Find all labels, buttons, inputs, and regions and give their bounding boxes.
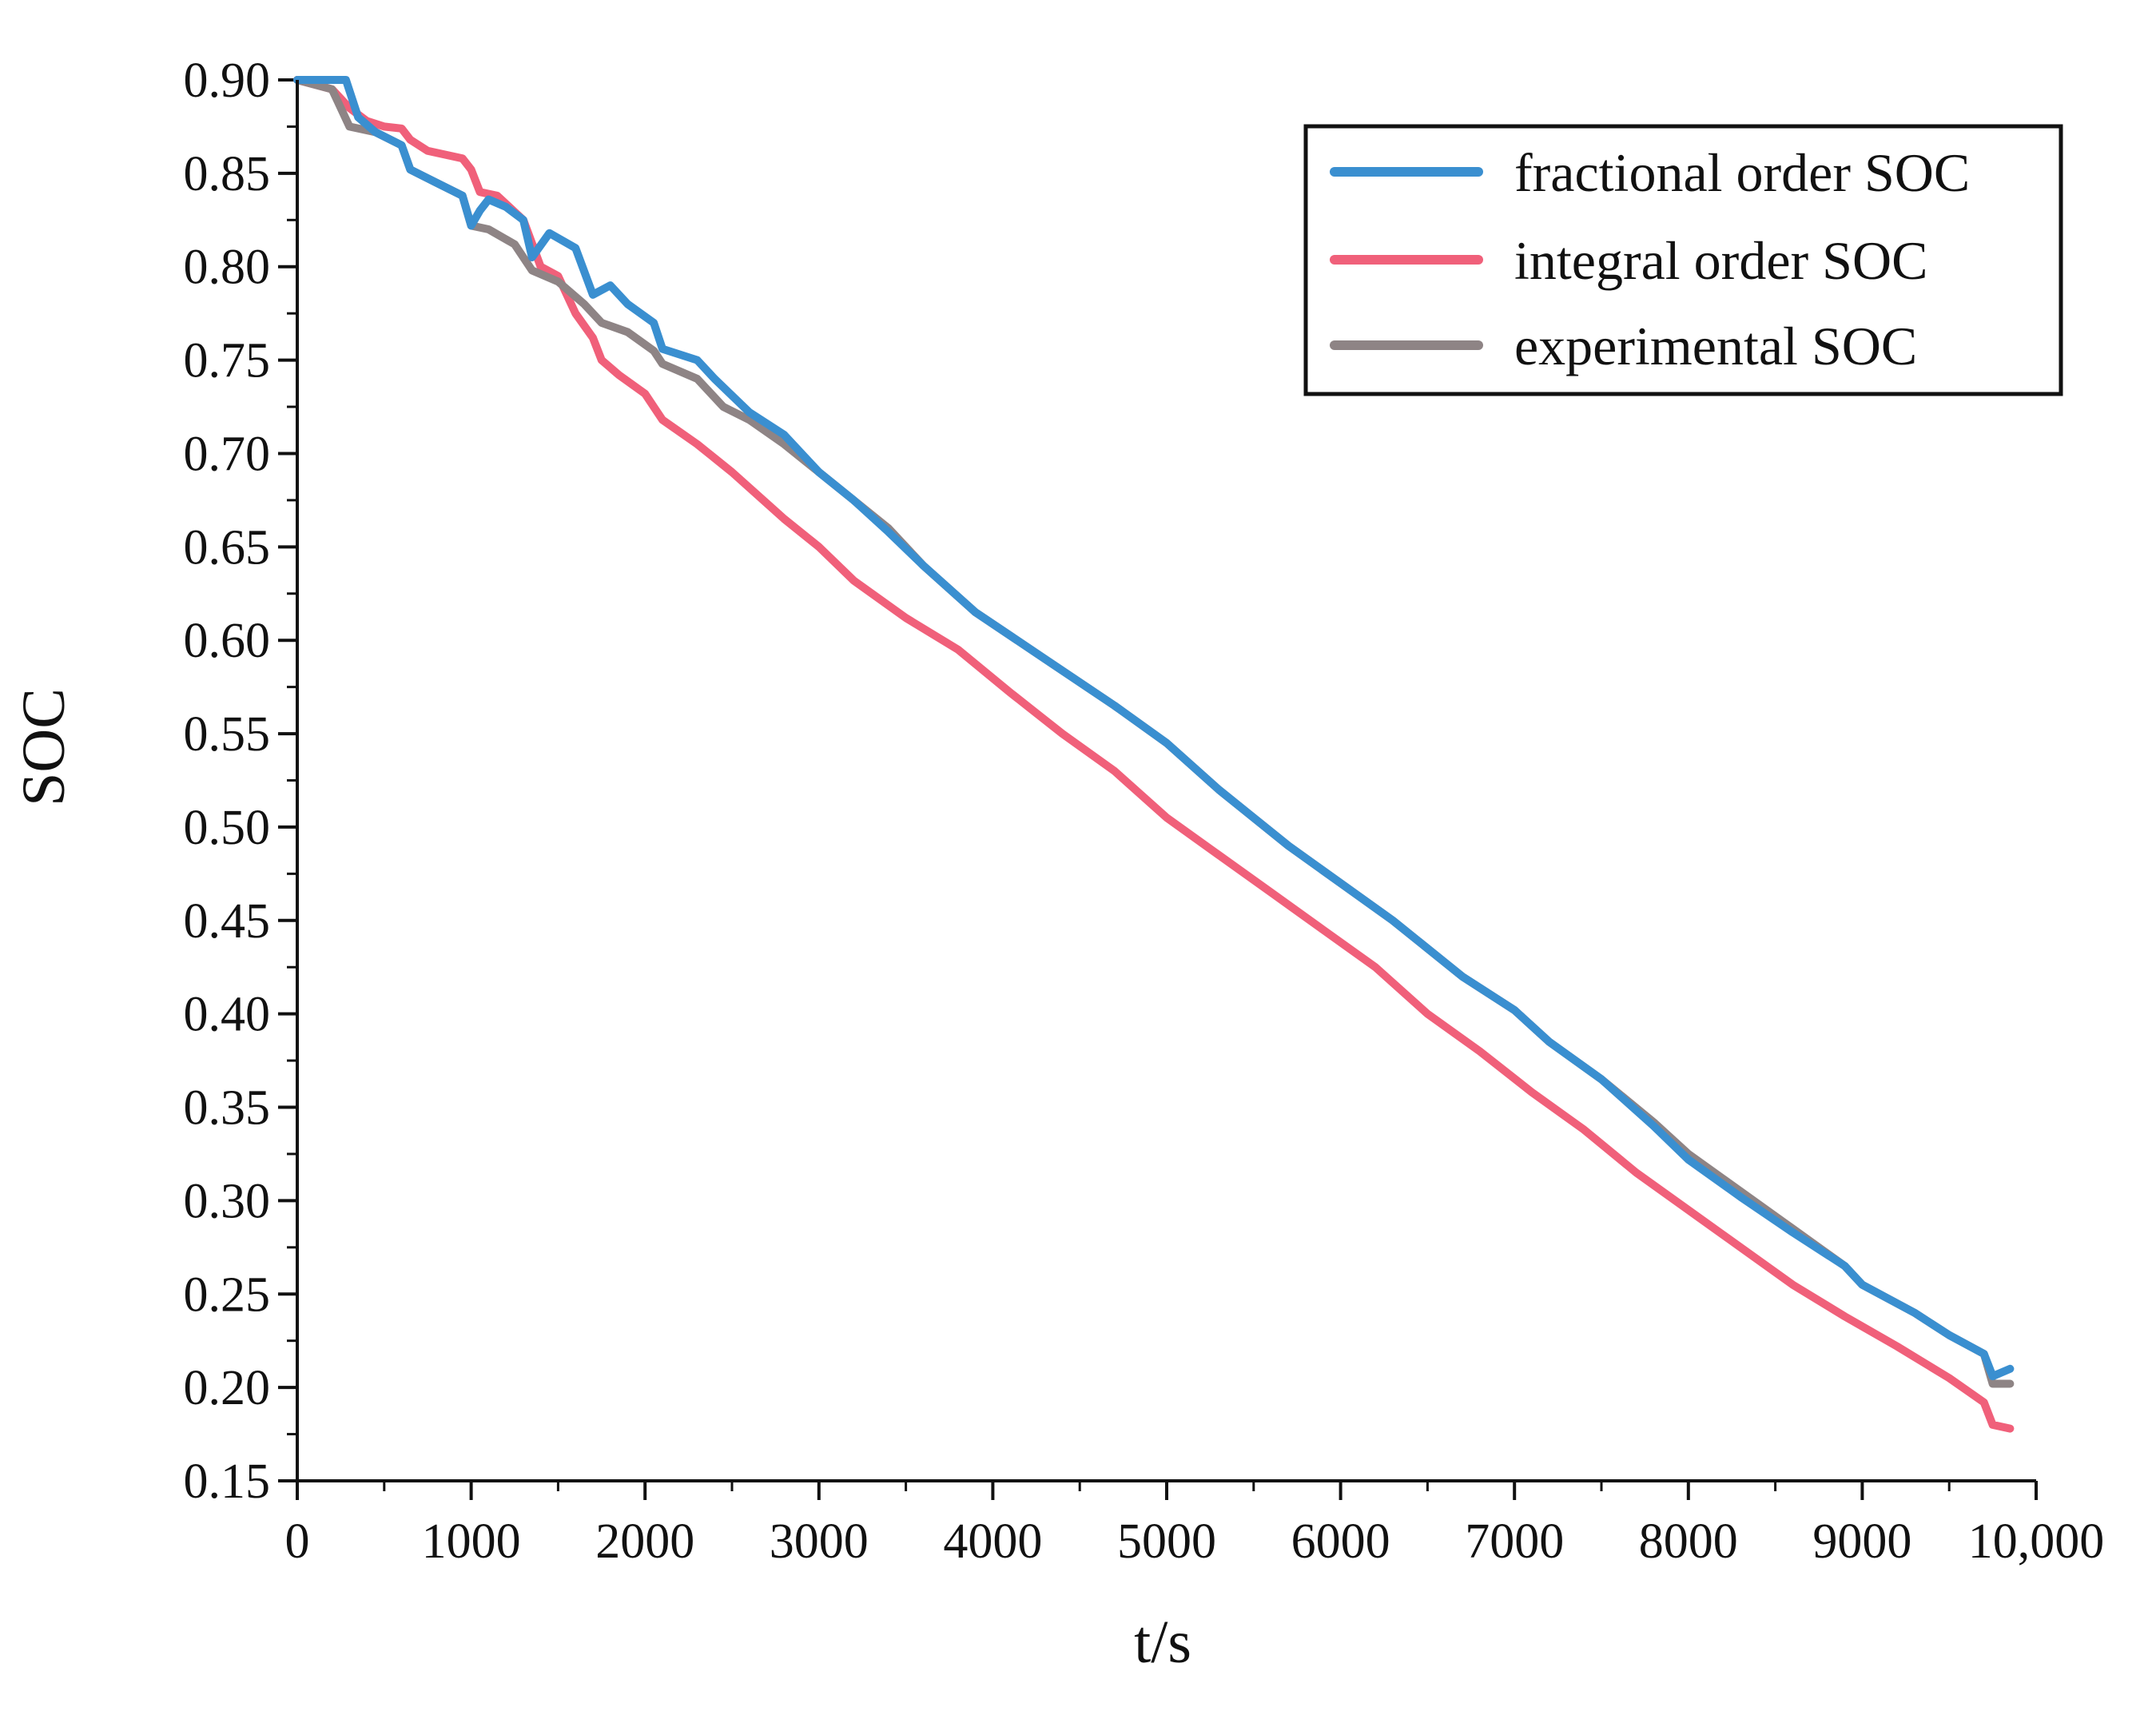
y-tick-label: 0.65 — [184, 520, 271, 575]
y-tick-label: 0.70 — [184, 427, 271, 481]
x-tick-label: 7000 — [1465, 1514, 1564, 1569]
y-axis-ticks: 0.15 0.20 0.25 0.30 0.35 0.40 0.45 0.50 0.55 0.60… — [184, 54, 297, 1509]
legend: fractional order SOC integral order SOC ex… — [1303, 124, 2063, 396]
x-tick-label: 4000 — [943, 1514, 1042, 1569]
x-tick-label: 8000 — [1639, 1514, 1738, 1569]
x-axis-ticks: 0 1000 2000 3000 4000 5000 6000 7000 8000 9000 10,… — [285, 1481, 2105, 1569]
y-tick-label: 0.15 — [184, 1454, 271, 1509]
x-tick-label: 3000 — [770, 1514, 869, 1569]
y-tick-label: 0.25 — [184, 1267, 271, 1322]
y-tick-label: 0.85 — [184, 147, 271, 201]
y-tick-label: 0.30 — [184, 1174, 271, 1228]
legend-label: fractional order SOC — [1514, 142, 1970, 203]
x-axis-title: t/s — [1134, 1609, 1191, 1676]
y-tick-label: 0.60 — [184, 614, 271, 668]
y-tick-label: 0.90 — [184, 54, 271, 108]
y-tick-label: 0.45 — [184, 894, 271, 949]
y-tick-label: 0.55 — [184, 707, 271, 762]
y-axis-title: SOC — [10, 688, 78, 806]
x-tick-label: 9000 — [1812, 1514, 1911, 1569]
x-tick-label: 2000 — [595, 1514, 694, 1569]
y-tick-label: 0.75 — [184, 334, 271, 388]
legend-label: integral order SOC — [1514, 230, 1927, 291]
y-tick-label: 0.40 — [184, 988, 271, 1042]
y-tick-label: 0.80 — [184, 241, 271, 295]
series-layer — [293, 76, 2015, 1433]
x-tick-label: 0 — [285, 1514, 310, 1569]
x-tick-label: 5000 — [1117, 1514, 1216, 1569]
x-tick-label: 10,000 — [1968, 1514, 2105, 1569]
series-line-fractional-order-soc — [293, 76, 2015, 1381]
axes — [296, 80, 2036, 1482]
legend-label: experimental SOC — [1514, 316, 1917, 376]
x-tick-label: 1000 — [422, 1514, 521, 1569]
x-tick-label: 6000 — [1291, 1514, 1390, 1569]
y-tick-label: 0.20 — [184, 1361, 271, 1415]
series-line-integral-order-soc — [293, 76, 2015, 1433]
y-tick-label: 0.50 — [184, 801, 271, 855]
y-tick-label: 0.35 — [184, 1081, 271, 1136]
